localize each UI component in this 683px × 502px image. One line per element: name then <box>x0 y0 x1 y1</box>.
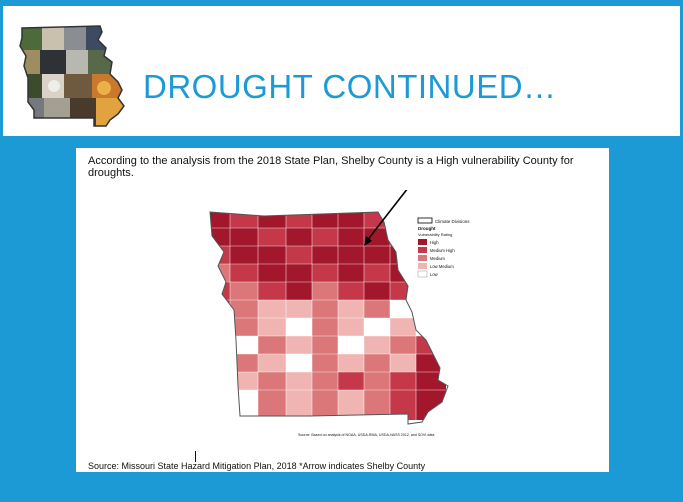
missouri-collage-logo-icon <box>19 25 125 127</box>
drought-vulnerability-map: Climate Divisions Drought Vulnerability … <box>209 190 470 437</box>
legend-swatch-medium-high <box>418 247 427 253</box>
bottom-accent-bar <box>0 487 683 502</box>
intro-text: According to the analysis from the 2018 … <box>88 155 574 179</box>
legend-heading: Drought <box>418 226 436 231</box>
title-divider <box>0 136 683 138</box>
legend-label-low: Low <box>430 272 439 277</box>
map-legend: Climate Divisions Drought Vulnerability … <box>417 217 470 278</box>
legend-swatch-low <box>417 270 428 278</box>
legend-subheading: Vulnerability Rating <box>418 232 452 237</box>
state-outline <box>209 211 449 425</box>
caption-tick-mark <box>195 451 196 462</box>
page-title: DROUGHT CONTINUED… <box>143 68 557 105</box>
legend-label-high: High <box>430 240 439 245</box>
legend-label-medium-high: Medium High <box>430 248 455 253</box>
source-caption: Source: Missouri State Hazard Mitigation… <box>88 461 426 471</box>
shelby-arrow-icon <box>365 190 408 243</box>
climate-divisions-swatch <box>417 217 433 224</box>
legend-climate-divisions: Climate Divisions <box>435 219 470 224</box>
legend-label-medium: Medium <box>430 256 445 261</box>
county-grid <box>210 212 446 420</box>
legend-label-low-medium: Low Medium <box>430 264 454 269</box>
arrow-head-icon <box>364 236 372 246</box>
top-accent-bar <box>0 0 683 6</box>
legend-swatch-low-medium <box>418 263 427 269</box>
legend-swatch-medium <box>418 255 427 261</box>
map-source-note: Source: Based on analysis of NOAA, USDA-… <box>298 433 434 437</box>
legend-swatch-high <box>418 239 427 245</box>
